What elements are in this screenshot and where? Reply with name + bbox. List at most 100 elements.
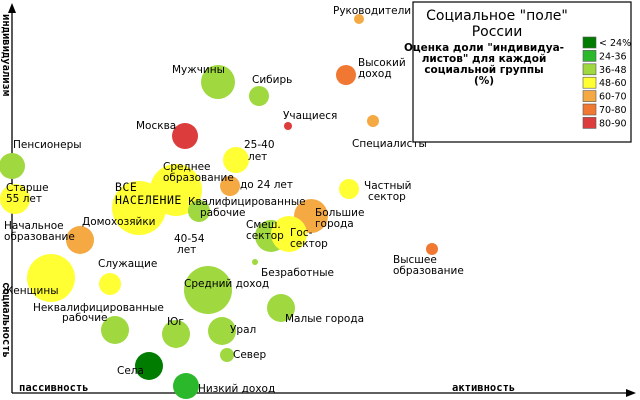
bubble-label: Урал — [230, 324, 256, 336]
bubble-label: образование — [163, 172, 234, 184]
legend-swatch — [582, 50, 597, 62]
y-axis-label-bottom: социальность — [0, 282, 12, 358]
bubble-гос-сектор — [271, 216, 307, 252]
legend-swatch — [582, 117, 597, 129]
bubble-женщины — [27, 254, 75, 302]
bubble-старше-55-лет — [0, 184, 30, 214]
bubble-label: Большие — [315, 207, 364, 219]
bubble-label: Высшее — [393, 254, 437, 266]
bubble-label: 40-54 — [174, 233, 205, 245]
legend-title-line: Социальное "поле" — [426, 8, 568, 24]
bubble-начальное-образование — [66, 226, 94, 254]
bubble-label: 25-40 — [244, 139, 275, 151]
bubbles-layer — [0, 14, 438, 399]
bubble-label: Гос- — [290, 227, 313, 239]
legend-range-label: 48-60 — [599, 78, 627, 89]
bubble-учащиеся — [284, 122, 292, 130]
bubble-label: Учащиеся — [283, 110, 337, 122]
bubble-москва — [172, 123, 198, 149]
legend-box: Социальное "поле"России Оценка доли "инд… — [404, 1, 632, 143]
bubble-средний-доход — [184, 266, 232, 314]
bubble-мужчины — [201, 65, 235, 99]
bubble-label: Старше — [6, 182, 49, 194]
legend-range-label: 36-48 — [599, 65, 627, 76]
bubble-label: сектор — [246, 230, 284, 242]
legend-swatch — [582, 90, 597, 102]
bubble-label: Неквалифицированные — [33, 302, 164, 314]
bubble-label: Среднее — [163, 161, 211, 173]
bubble-высшее-образование — [426, 243, 438, 255]
legend-subtitle-line: (%) — [474, 75, 494, 87]
bubble-label: доход — [358, 68, 392, 80]
bubble-сибирь — [249, 86, 269, 106]
bubble-label: Безработные — [261, 267, 334, 279]
bubble-label: лет — [177, 244, 196, 256]
bubble-label: Север — [233, 349, 266, 361]
legend-range-label: 60-70 — [599, 92, 627, 103]
bubble-label: Квалифицированные — [188, 196, 306, 208]
bubble-label: Женщины — [2, 285, 59, 297]
legend-subtitle: Оценка доли "индивидуа-листов" для каждо… — [404, 42, 564, 87]
bubble-низкий-доход — [173, 373, 199, 399]
x-axis-label-right: активность — [452, 382, 515, 394]
legend-range-label: 24-36 — [599, 51, 627, 62]
bubble-label: Средний доход — [184, 278, 269, 290]
bubble-служащие — [99, 273, 121, 295]
bubble-label: Руководители — [333, 5, 411, 17]
legend-swatch — [582, 36, 597, 49]
legend-items: < 24% 24-36 36-48 48-60 60-70 70-80 80-90 — [582, 36, 631, 129]
bubble-label: рабочие — [200, 207, 246, 219]
bubble-label: 55 лет — [6, 193, 42, 205]
bubble-label: ВСЕ — [115, 180, 137, 194]
legend-range-label: 80-90 — [599, 118, 627, 129]
bubble-малые-города — [267, 294, 295, 322]
bubble-label: Москва — [136, 120, 176, 132]
bubble-label: сектор — [290, 238, 328, 250]
bubble-все-население — [112, 181, 166, 235]
bubble-label: Служащие — [98, 258, 157, 270]
bubble-label: образование — [393, 265, 464, 277]
bubble-юг — [162, 320, 190, 348]
legend-swatch — [582, 76, 597, 89]
bubble-частный-сектор — [339, 179, 359, 199]
bubble-руководители — [354, 14, 364, 24]
bubble-пенсионеры — [0, 153, 25, 179]
bubble-урал — [208, 317, 236, 345]
bubble-label: Пенсионеры — [13, 139, 82, 151]
bubble-неквалифицированные-рабочие — [101, 316, 129, 344]
bubble-label: Частный — [364, 180, 412, 192]
bubble-label: Юг — [167, 316, 184, 328]
bubble-label: Малые города — [285, 313, 364, 325]
bubble-до-24-лет — [220, 176, 240, 196]
bubble-север — [220, 348, 234, 362]
bubble-квалифицированные-рабочие — [188, 200, 210, 222]
legend-range-label: < 24% — [599, 38, 631, 49]
legend-range-label: 70-80 — [599, 105, 627, 116]
legend-subtitle-line: листов" для каждой — [422, 53, 547, 65]
bubble-label: сектор — [368, 191, 406, 203]
bubble-label: до 24 лет — [240, 179, 293, 191]
bubble-безработные — [252, 259, 258, 265]
bubble-label: Начальное — [4, 220, 64, 232]
bubble-label: Смеш. — [246, 219, 281, 231]
bubble-label: города — [315, 218, 354, 230]
x-axis-arrow — [626, 389, 636, 397]
legend-subtitle-line: Оценка доли "индивидуа- — [404, 42, 564, 54]
y-axis-arrow — [8, 3, 16, 13]
legend-swatch — [582, 63, 597, 76]
bubble-label: Домохозяйки — [82, 216, 156, 228]
legend-subtitle-line: социальной группы — [424, 64, 543, 76]
bubble-села — [135, 352, 163, 380]
bubble-label: НАСЕЛЕНИЕ — [115, 193, 182, 207]
bubble-специалисты — [367, 115, 379, 127]
bubble-высокий-доход — [336, 65, 356, 85]
bubble-label: Сибирь — [252, 74, 292, 86]
bubble-label: Низкий доход — [198, 383, 275, 395]
bubble-label: рабочие — [62, 312, 108, 324]
legend-swatch — [582, 103, 597, 116]
bubble-label: Специалисты — [352, 138, 427, 150]
bubble-label: Высокий — [358, 57, 406, 69]
bubble-label: лет — [248, 151, 267, 163]
